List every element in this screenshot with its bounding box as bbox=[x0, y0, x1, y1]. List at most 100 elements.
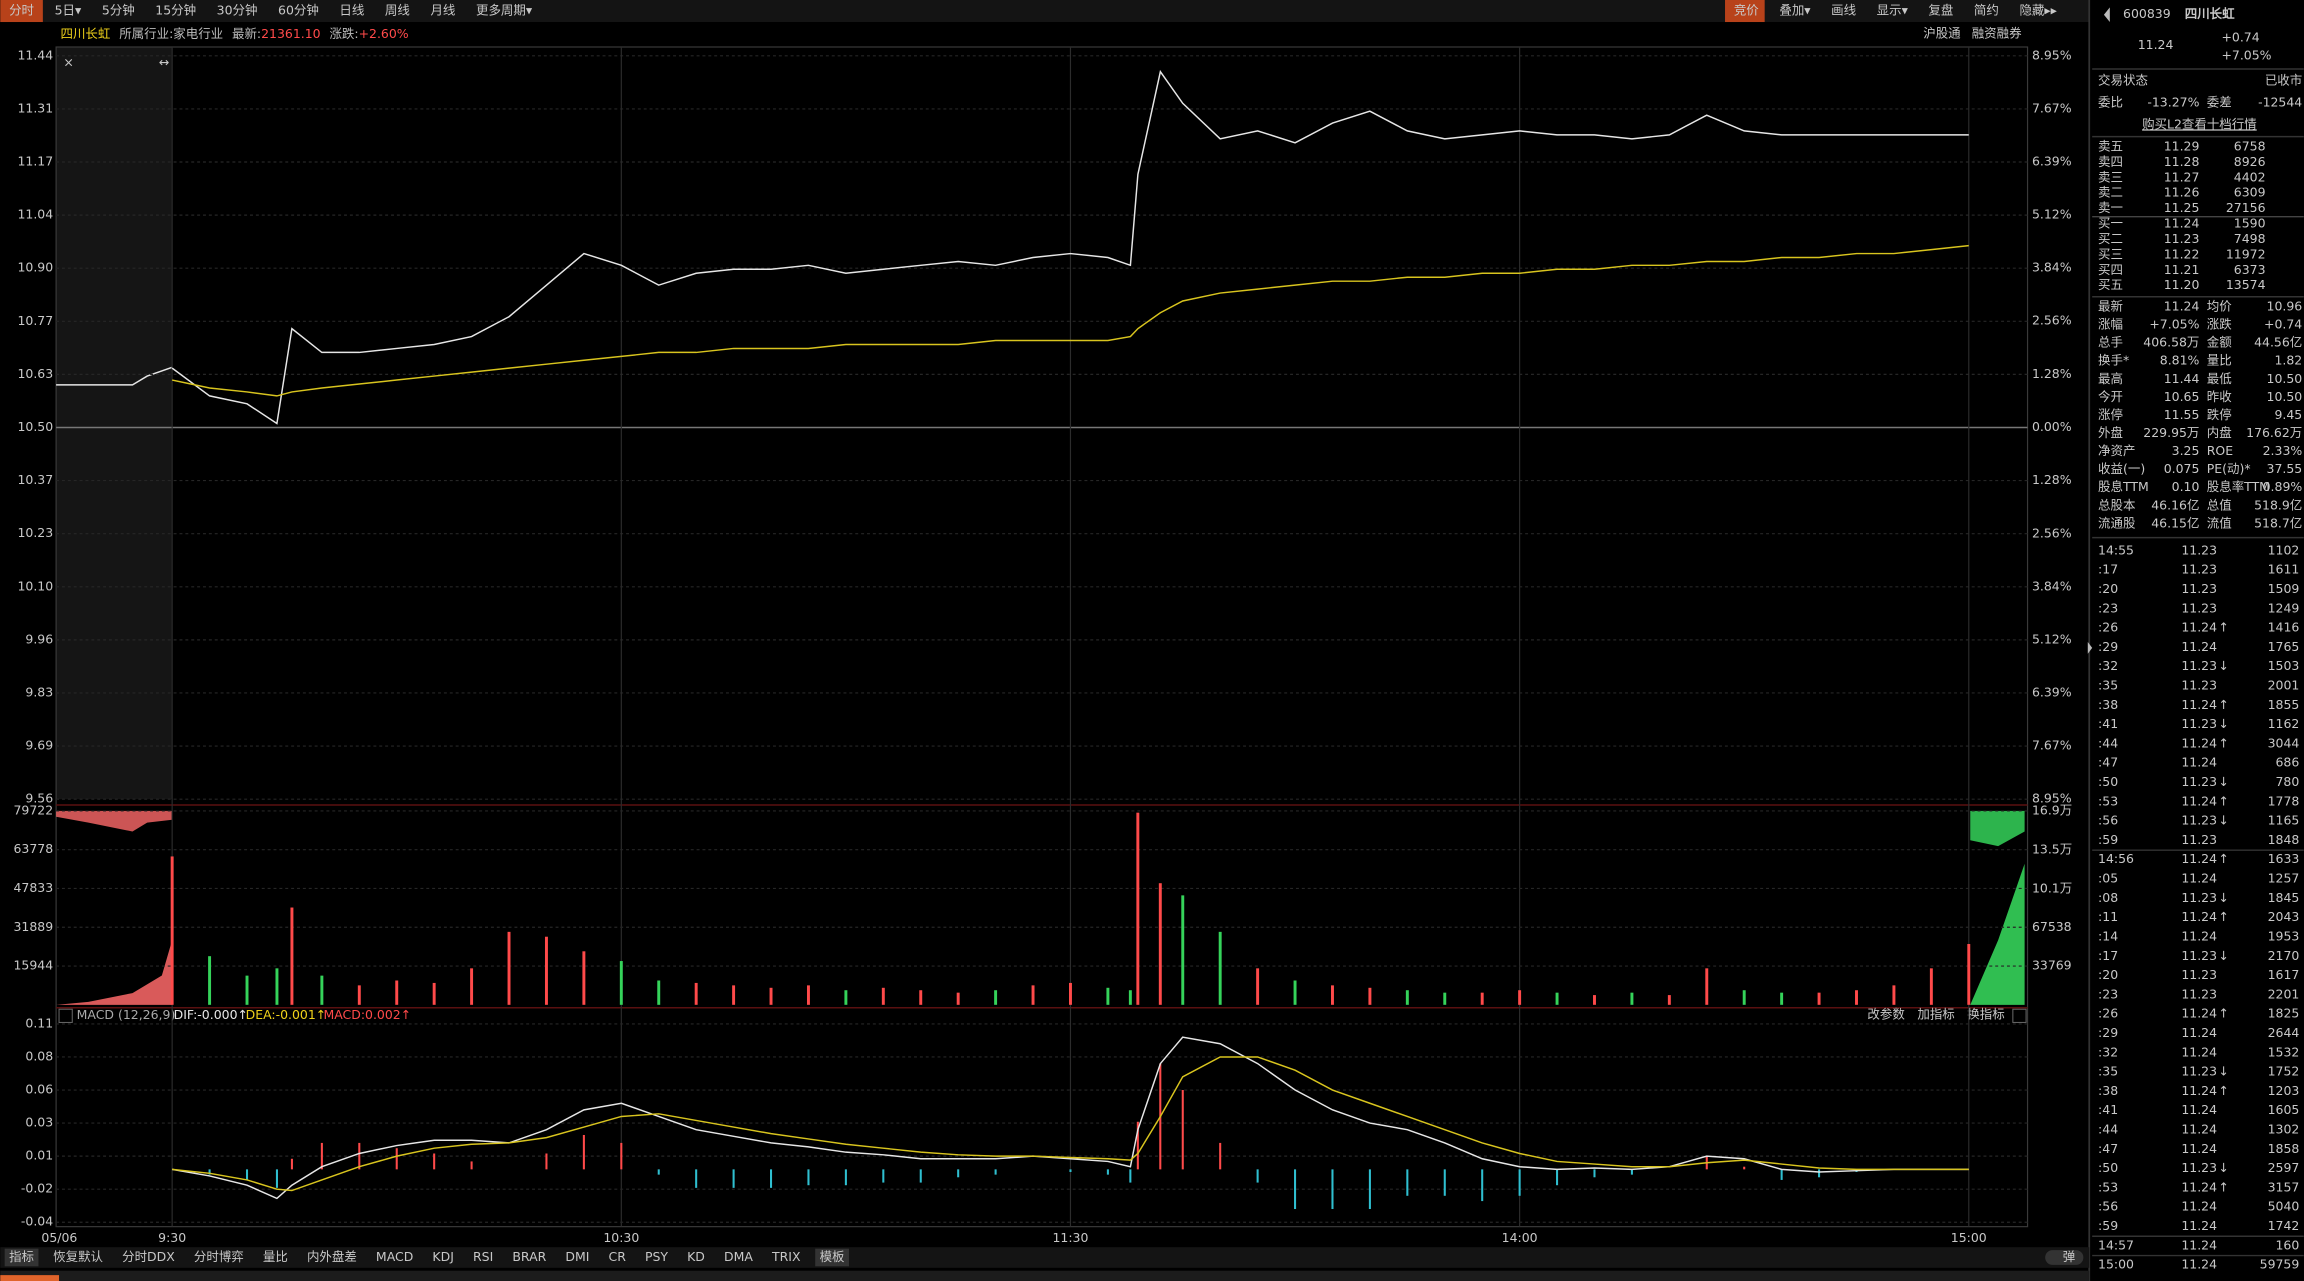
tick-time: :29 bbox=[2098, 639, 2118, 654]
volume-bar bbox=[1742, 990, 1746, 1005]
book-label: 卖二 bbox=[2098, 185, 2123, 200]
tool-button[interactable]: 隐藏▸▸ bbox=[2019, 3, 2057, 18]
volume-bar bbox=[1293, 980, 1297, 1005]
tick-time: :05 bbox=[2098, 871, 2118, 886]
tool-button[interactable]: 显示▾ bbox=[1877, 3, 1909, 18]
period-tab[interactable]: 月线 bbox=[430, 3, 455, 18]
tick-time: :11 bbox=[2098, 909, 2118, 924]
x-tick-label: 11:30 bbox=[1052, 1230, 1088, 1245]
stat-value: 0.89% bbox=[2263, 479, 2303, 494]
tick-dir: ↓ bbox=[2219, 813, 2229, 828]
tick-price: 11.24 bbox=[2181, 697, 2217, 712]
tool-button[interactable]: 画线 bbox=[1831, 3, 1856, 18]
period-tab[interactable]: 30分钟 bbox=[217, 3, 258, 18]
stat-value: 10.50 bbox=[2267, 371, 2303, 386]
volume-bar bbox=[290, 907, 294, 1005]
close-icon[interactable]: × bbox=[63, 55, 73, 70]
tool-button[interactable]: 叠加▾ bbox=[1779, 3, 1811, 18]
stock-name: 四川长虹 bbox=[61, 25, 111, 40]
period-tab[interactable]: 15分钟 bbox=[155, 3, 196, 18]
tool-button[interactable]: 简约 bbox=[1974, 3, 1999, 18]
indicator-action[interactable]: 加指标 bbox=[1917, 1007, 1954, 1022]
period-tab[interactable]: 60分钟 bbox=[278, 3, 319, 18]
indicator-tab[interactable]: 指标 bbox=[9, 1249, 34, 1264]
latest: 21361.10 bbox=[261, 25, 321, 40]
industry-label: 所属行业: bbox=[119, 25, 173, 40]
tabs-bg bbox=[0, 1247, 2090, 1268]
collapse-arrow[interactable] bbox=[2087, 641, 2093, 654]
tick-volume: 780 bbox=[2276, 774, 2300, 789]
indicator-tab[interactable]: 模板 bbox=[820, 1249, 845, 1264]
indicator-tab[interactable]: TRIX bbox=[771, 1249, 801, 1264]
tick-price: 11.23 bbox=[2181, 774, 2217, 789]
period-tab[interactable]: 周线 bbox=[385, 3, 410, 18]
tick-time: :32 bbox=[2098, 658, 2118, 673]
tick-price: 11.24 bbox=[2181, 1199, 2217, 1214]
tick-volume: 2170 bbox=[2268, 948, 2300, 963]
y-tick-label: 63778 bbox=[13, 841, 53, 856]
stat-value: 3.25 bbox=[2172, 443, 2200, 458]
macd-label: MACD:0.002↑ bbox=[323, 1007, 411, 1022]
tick-dir: ↑ bbox=[2219, 1006, 2229, 1021]
margin[interactable]: 融资融券 bbox=[1972, 25, 2022, 40]
expand-icon[interactable]: ↔ bbox=[159, 55, 169, 70]
indicator-tab[interactable]: DMI bbox=[565, 1249, 589, 1264]
y2-tick-label: 67538 bbox=[2032, 919, 2072, 934]
indicator-tab[interactable]: CR bbox=[609, 1249, 627, 1264]
tick-time: :20 bbox=[2098, 967, 2118, 982]
hk-connect[interactable]: 沪股通 bbox=[1923, 25, 1961, 40]
tick-volume: 2001 bbox=[2268, 678, 2300, 693]
volume-bar bbox=[844, 990, 848, 1005]
period-tab[interactable]: 日线 bbox=[339, 3, 364, 18]
macd-legend: MACD (12,26,9)DIF:-0.000↑DEA:-0.001↑MACD… bbox=[77, 1007, 412, 1022]
indicator-action[interactable]: 换指标 bbox=[1967, 1007, 2004, 1022]
period-tab[interactable]: 5日▾ bbox=[55, 3, 82, 18]
indicator-tab[interactable]: KDJ bbox=[432, 1249, 453, 1264]
tick-price: 11.23 bbox=[2181, 658, 2217, 673]
close-indicator[interactable] bbox=[2012, 1008, 2027, 1023]
y-tick-label: 9.69 bbox=[25, 738, 53, 753]
volume-bar bbox=[1331, 985, 1334, 1005]
indicator-action[interactable]: 改参数 bbox=[1867, 1007, 1905, 1022]
tick-time: 14:57 bbox=[2098, 1237, 2134, 1252]
period-tab[interactable]: 更多周期▾ bbox=[476, 3, 533, 18]
tool-button[interactable]: 复盘 bbox=[1928, 3, 1953, 18]
y2-tick-label: 1.28% bbox=[2032, 366, 2072, 381]
indicator-tab[interactable]: PSY bbox=[645, 1249, 668, 1264]
y-tick-label: 79722 bbox=[13, 802, 53, 817]
indicator-tab[interactable]: DMA bbox=[724, 1249, 753, 1264]
stat-value: 229.95万 bbox=[2143, 425, 2199, 440]
tool-button[interactable]: 竞价 bbox=[1734, 3, 1759, 18]
tick-time: :50 bbox=[2098, 1160, 2118, 1175]
tick-price: 11.24 bbox=[2181, 1179, 2217, 1194]
toggle[interactable] bbox=[2045, 1250, 2084, 1265]
active-tab bbox=[0, 0, 43, 23]
prev-arrow[interactable] bbox=[2103, 7, 2110, 23]
tick-volume: 1509 bbox=[2268, 581, 2300, 596]
indicator-tab[interactable]: RSI bbox=[473, 1249, 493, 1264]
tick-price: 11.24 bbox=[2181, 871, 2217, 886]
indicator-tab[interactable]: 内外盘差 bbox=[307, 1249, 357, 1264]
active-tool bbox=[1725, 0, 1765, 23]
indicator-tab[interactable]: 恢复默认 bbox=[53, 1249, 103, 1264]
indicator-tab[interactable]: KD bbox=[687, 1249, 705, 1264]
l2-link[interactable]: 购买L2查看十档行情 bbox=[2142, 116, 2257, 131]
indicator-tab[interactable]: 分时博弈 bbox=[194, 1249, 244, 1264]
tick-price: 11.24 bbox=[2181, 1257, 2217, 1272]
indicator-tab[interactable]: 分时DDX bbox=[122, 1249, 175, 1264]
indicator-tab[interactable]: MACD bbox=[376, 1249, 413, 1264]
period-tab[interactable]: 5分钟 bbox=[102, 3, 135, 18]
indicator-tab[interactable]: 量比 bbox=[263, 1249, 288, 1264]
book-volume: 6758 bbox=[2234, 138, 2266, 153]
period-tab[interactable]: 分时 bbox=[9, 3, 34, 18]
indicator-tab[interactable]: BRAR bbox=[512, 1249, 546, 1264]
closing-volume bbox=[1970, 863, 2025, 1005]
book-price: 11.27 bbox=[2164, 169, 2200, 184]
volume-bar bbox=[1630, 992, 1634, 1005]
tick-dir: ↑ bbox=[2219, 735, 2229, 750]
toggle-label[interactable]: 弹 bbox=[2063, 1249, 2075, 1264]
help-box[interactable] bbox=[58, 1008, 73, 1023]
average-line bbox=[172, 1056, 1969, 1192]
tick-dir: ↑ bbox=[2219, 620, 2229, 635]
